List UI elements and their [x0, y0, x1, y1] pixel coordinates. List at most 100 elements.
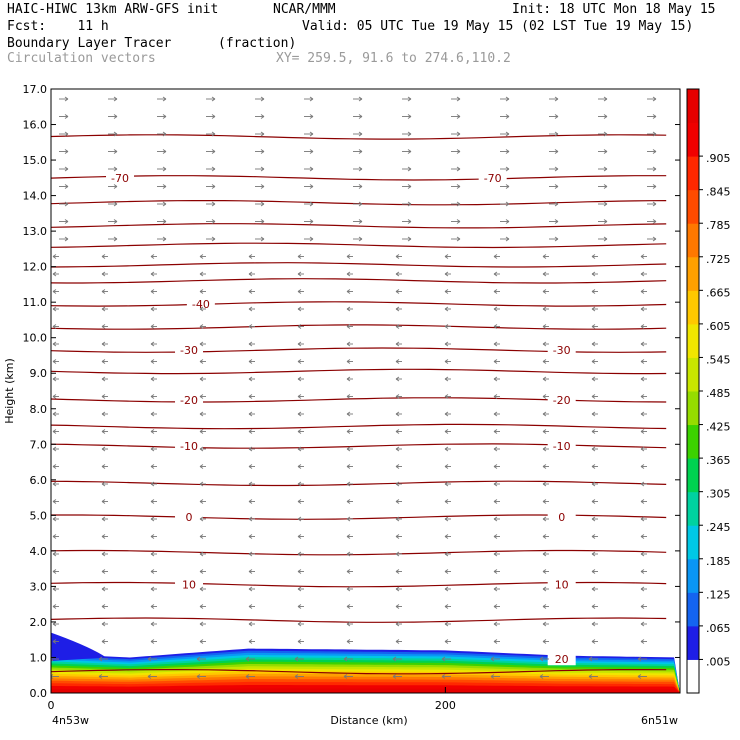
vector-arrowhead [505, 236, 510, 242]
vector-arrowhead [444, 411, 449, 417]
vector-arrowhead [493, 254, 498, 259]
vector-arrowhead [591, 586, 596, 592]
vector-arrowhead [640, 341, 645, 347]
vector-arrowhead [542, 499, 547, 504]
contour-label: -20 [180, 394, 198, 407]
colorbar-swatch [687, 558, 699, 593]
vector-arrowhead [309, 201, 314, 207]
vector-arrowhead [196, 656, 201, 662]
vector-arrowhead [444, 324, 449, 329]
vector-arrowhead [150, 254, 155, 259]
vector-arrowhead [309, 149, 314, 154]
vector-arrowhead [162, 131, 167, 137]
vector-arrowhead [490, 656, 495, 662]
temperature-contour [51, 617, 667, 623]
vector-arrowhead [150, 534, 155, 539]
vector-arrowhead [199, 534, 204, 539]
vector-arrowhead [603, 201, 608, 207]
vector-arrowhead [52, 306, 57, 312]
vector-arrowhead [395, 341, 400, 347]
vector-arrowhead [101, 271, 106, 277]
vector-arrowhead [640, 376, 645, 382]
vector-arrowhead [441, 656, 446, 662]
colorbar-swatch [687, 659, 699, 694]
contour-label: -20 [553, 394, 571, 407]
vector-arrowhead [98, 674, 103, 679]
vector-arrowhead [554, 149, 559, 154]
colorbar-swatch [687, 156, 699, 191]
vector-arrowhead [591, 551, 596, 557]
vector-arrowhead [603, 149, 608, 154]
vector-arrowhead [199, 411, 204, 417]
vector-arrowhead [150, 551, 155, 557]
org-label: NCAR/MMM [273, 2, 336, 17]
vector-arrowhead [101, 569, 106, 574]
vector-arrowhead [456, 184, 461, 189]
vector-arrowhead [346, 586, 351, 592]
vector-arrowhead [588, 674, 593, 679]
vector-arrowhead [260, 236, 265, 242]
vector-arrowhead [101, 376, 106, 382]
vector-arrowhead [591, 341, 596, 347]
vector-arrowhead [395, 464, 400, 469]
vector-arrowhead [346, 394, 351, 399]
vector-arrowhead [554, 219, 559, 224]
vector-arrowhead [199, 341, 204, 347]
vector-arrowhead [346, 411, 351, 417]
vector-arrowhead [150, 639, 155, 644]
vector-arrowhead [150, 621, 155, 627]
y-tick-label: 12.0 [23, 261, 48, 274]
x-axis-label: Distance (km) [330, 714, 407, 727]
vector-arrowhead [147, 674, 152, 679]
colorbar-swatch [687, 357, 699, 392]
vector-arrowhead [64, 131, 69, 137]
vector-arrowhead [640, 394, 645, 399]
vector-arrowhead [603, 166, 608, 172]
vector-arrowhead [591, 569, 596, 574]
vector-arrowhead [640, 586, 645, 592]
vector-arrowhead [248, 586, 253, 592]
vector-arrowhead [150, 324, 155, 329]
vector-arrowhead [248, 271, 253, 277]
vector-arrowhead [444, 551, 449, 557]
vector-arrowhead [640, 604, 645, 609]
vector-arrowhead [542, 516, 547, 522]
vector-arrowhead [260, 114, 265, 119]
vector-arrowhead [358, 166, 363, 172]
vector-arrowhead [591, 324, 596, 329]
vector-arrowhead [52, 499, 57, 504]
vector-arrowhead [150, 289, 155, 294]
colorbar-label: .545 [706, 353, 731, 366]
vector-arrowhead [603, 131, 608, 137]
vector-arrowhead [101, 341, 106, 347]
vector-arrowhead [52, 341, 57, 347]
colorbar-swatch [687, 592, 699, 627]
colorbar-swatch [687, 256, 699, 291]
y-tick-label: 6.0 [30, 474, 48, 487]
vector-arrowhead [444, 516, 449, 522]
vector-arrowhead [245, 656, 250, 662]
temperature-contour [51, 423, 667, 430]
vector-arrowhead [444, 639, 449, 644]
vector-arrowhead [294, 656, 299, 662]
vector-arrowhead [395, 551, 400, 557]
contour-label-bg [547, 578, 576, 591]
vector-arrowhead [113, 236, 118, 242]
vector-arrowhead [640, 481, 645, 487]
vector-arrowhead [101, 534, 106, 539]
vector-arrowhead [101, 621, 106, 627]
vector-arrowhead [150, 464, 155, 469]
vector-arrowhead [588, 656, 593, 662]
contour-label: 10 [182, 579, 196, 592]
vector-arrowhead [346, 341, 351, 347]
vector-arrowhead [64, 201, 69, 207]
y-tick-label: 7.0 [30, 438, 48, 451]
vector-arrowhead [52, 429, 57, 434]
vector-arrowhead [591, 429, 596, 434]
temperature-contour [51, 480, 667, 487]
vector-arrowhead [297, 551, 302, 557]
vector-arrowhead [248, 516, 253, 522]
contour-label-bg [106, 171, 135, 184]
colorbar-label: .185 [706, 555, 731, 568]
